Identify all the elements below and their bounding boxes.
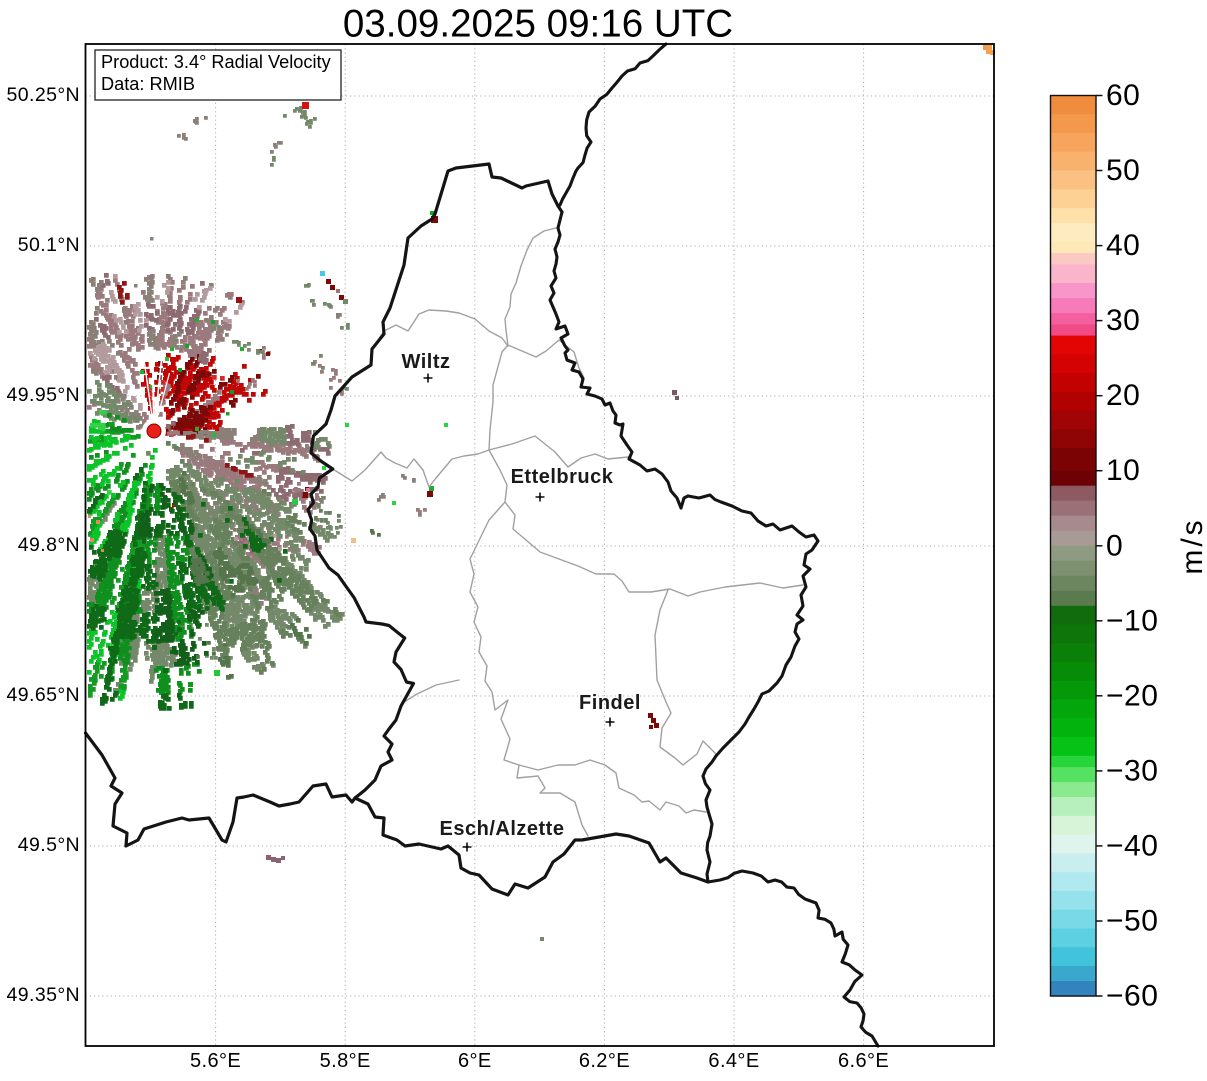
svg-text:−40: −40: [1106, 829, 1158, 862]
svg-text:50: 50: [1106, 154, 1140, 187]
svg-text:5.6°E: 5.6°E: [190, 1050, 241, 1072]
svg-text:−10: −10: [1106, 604, 1158, 637]
svg-text:30: 30: [1106, 304, 1140, 337]
svg-text:49.8°N: 49.8°N: [18, 534, 80, 556]
svg-text:m/s: m/s: [1176, 517, 1207, 574]
svg-text:50.25°N: 50.25°N: [7, 84, 80, 106]
svg-text:−20: −20: [1106, 679, 1158, 712]
svg-text:0: 0: [1106, 529, 1123, 562]
svg-text:Data: RMIB: Data: RMIB: [101, 74, 195, 94]
svg-text:40: 40: [1106, 229, 1140, 262]
svg-text:03.09.2025 09:16 UTC: 03.09.2025 09:16 UTC: [343, 3, 733, 46]
svg-text:−50: −50: [1106, 905, 1158, 938]
svg-text:6.4°E: 6.4°E: [708, 1050, 759, 1072]
svg-text:−60: −60: [1106, 980, 1158, 1013]
svg-text:−30: −30: [1106, 754, 1158, 787]
svg-text:49.95°N: 49.95°N: [7, 384, 80, 406]
svg-text:49.65°N: 49.65°N: [7, 684, 80, 706]
svg-text:6.6°E: 6.6°E: [838, 1050, 889, 1072]
svg-text:60: 60: [1106, 79, 1140, 112]
svg-text:Product: 3.4° Radial Velocity: Product: 3.4° Radial Velocity: [101, 52, 332, 72]
svg-text:49.5°N: 49.5°N: [18, 834, 80, 856]
svg-text:10: 10: [1106, 454, 1140, 487]
svg-text:20: 20: [1106, 379, 1140, 412]
svg-text:6.2°E: 6.2°E: [579, 1050, 630, 1072]
svg-text:Wiltz: Wiltz: [402, 351, 451, 373]
svg-text:Esch/Alzette: Esch/Alzette: [440, 818, 565, 840]
svg-text:5.8°E: 5.8°E: [320, 1050, 371, 1072]
svg-text:Ettelbruck: Ettelbruck: [511, 466, 614, 488]
svg-text:49.35°N: 49.35°N: [7, 984, 80, 1006]
svg-text:50.1°N: 50.1°N: [18, 234, 80, 256]
svg-text:Findel: Findel: [579, 692, 641, 714]
svg-text:6°E: 6°E: [458, 1050, 492, 1072]
